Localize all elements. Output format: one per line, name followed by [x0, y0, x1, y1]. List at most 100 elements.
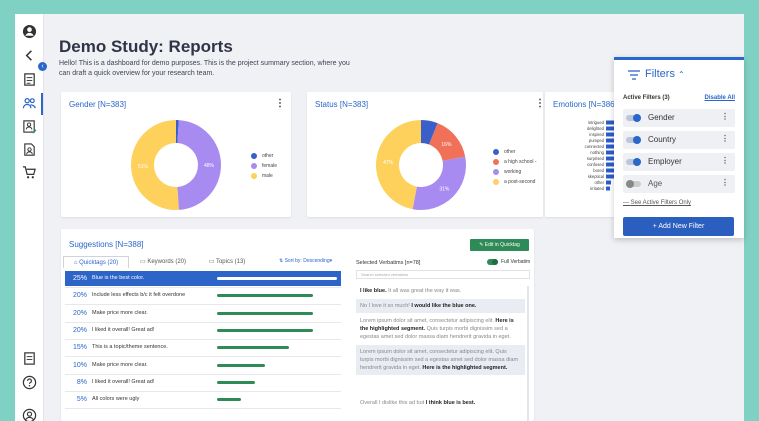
status-slice-working[interactable]	[412, 156, 466, 210]
verbatim-item[interactable]: I like blue. It all was great the way it…	[356, 284, 525, 298]
edit-in-quicktag-button[interactable]: ✎ Edit in Quicktag	[470, 239, 529, 251]
suggestion-percent: 20%	[72, 292, 87, 300]
legend-label: a post-second	[504, 179, 536, 185]
suggestion-bar	[217, 294, 313, 298]
add-new-filter-button[interactable]: + Add New Filter	[623, 217, 734, 236]
more-options-icon[interactable]: ⋮	[721, 178, 729, 187]
emotion-bar-confused[interactable]	[606, 162, 614, 167]
verbatim-search-input[interactable]: Search selected verbatims	[356, 270, 530, 279]
caret-down-icon: ▾	[329, 258, 333, 264]
row-divider	[65, 356, 341, 358]
emotion-bar-delighted[interactable]	[606, 126, 616, 131]
filter-toggle[interactable]	[626, 114, 641, 122]
more-options-icon[interactable]: ⋮	[535, 98, 543, 109]
status-legend-item[interactable]: working	[493, 167, 537, 177]
suggestion-row[interactable]: 25% Blue is the best color.	[65, 271, 341, 286]
suggestion-row[interactable]: 20% Make price more clear.	[65, 306, 341, 321]
emotion-bar-pumped[interactable]	[606, 138, 615, 143]
emotion-bar-other[interactable]	[606, 180, 611, 185]
full-verbatim-toggle[interactable]	[487, 259, 498, 265]
people-icon[interactable]	[22, 96, 37, 111]
legend-label: a high school -	[504, 159, 537, 165]
sort-dropdown[interactable]: ⇅ Sort by: Descending▾	[279, 258, 332, 264]
gender-legend-item[interactable]: other	[251, 151, 277, 161]
legend-label: working	[504, 169, 522, 175]
status-legend-item[interactable]: a high school -	[493, 157, 537, 167]
status-legend-item[interactable]: other	[493, 147, 537, 157]
filter-toggle[interactable]	[626, 158, 641, 166]
help-icon[interactable]	[22, 375, 37, 390]
user-avatar-icon[interactable]	[22, 24, 37, 39]
gender-card-title: Gender [N=383]	[69, 100, 127, 109]
filter-toggle[interactable]	[626, 136, 641, 144]
filter-row-gender[interactable]: Gender ⋮	[623, 109, 735, 127]
verbatim-item[interactable]: No I love it so much! I would like the b…	[356, 299, 525, 313]
filter-row-employer[interactable]: Employer ⋮	[623, 153, 735, 171]
suggestion-row[interactable]: 5% All colors were ugly	[65, 392, 341, 407]
gender-donut-chart: 48% 51%	[130, 120, 221, 210]
sidebar	[15, 14, 44, 421]
more-options-icon[interactable]: ⋮	[275, 98, 285, 109]
filter-row-age[interactable]: Age ⋮	[623, 175, 735, 193]
more-options-icon[interactable]: ⋮	[721, 112, 729, 121]
disable-all-link[interactable]: Disable All	[704, 95, 735, 101]
cart-icon[interactable]	[22, 165, 37, 180]
legend-swatch	[251, 173, 257, 179]
gender-slice-other[interactable]	[176, 120, 179, 144]
suggestion-percent: 20%	[72, 309, 87, 317]
verbatim-item[interactable]: Lorem ipsum dolor sit amet, consectetur …	[356, 345, 525, 375]
emotion-bar-connected[interactable]	[606, 144, 615, 149]
suggestion-text: This is a topic/theme sentence.	[92, 344, 168, 351]
status-slice-a-high-school-[interactable]	[429, 123, 466, 161]
suggestion-row[interactable]: 10% Make price more clear.	[65, 358, 341, 373]
chevron-left-icon[interactable]	[22, 48, 37, 63]
verbatim-item[interactable]: Overall I dislike this ad but I think bl…	[356, 396, 525, 410]
more-options-icon[interactable]: ⋮	[721, 156, 729, 165]
user-check-icon[interactable]	[22, 119, 37, 134]
status-slice-other[interactable]	[421, 120, 438, 145]
suggestion-row[interactable]: 8% I liked it overall! Great ad!	[65, 375, 341, 390]
emotion-bar-intrigued[interactable]	[606, 120, 616, 125]
page-description[interactable]: Hello! This is a dashboard for demo purp…	[59, 60, 350, 77]
document-user-icon[interactable]	[22, 142, 37, 157]
emotion-bar-nothing[interactable]	[606, 150, 614, 155]
account-icon[interactable]	[22, 408, 37, 421]
status-donut-chart: 16% 31% 47%	[376, 120, 466, 210]
gender-slice-female[interactable]	[177, 120, 221, 210]
status-slice-a-post-second[interactable]	[376, 120, 421, 210]
emotion-bar-irritated[interactable]	[606, 186, 610, 191]
gender-legend-item[interactable]: female	[251, 161, 277, 171]
suggestion-row[interactable]: 15% This is a topic/theme sentence.	[65, 340, 341, 355]
suggestion-percent: 15%	[72, 344, 87, 352]
notes-icon[interactable]	[22, 351, 37, 366]
verbatim-text: Overall I dislike this ad but	[360, 400, 426, 406]
emotions-card-title: Emotions [N=386]	[553, 100, 617, 109]
emotion-bar-skeptical[interactable]	[606, 174, 614, 179]
tab-topics[interactable]: ▭ Topics (13)	[197, 256, 257, 268]
status-legend-item[interactable]: a post-second	[493, 177, 537, 187]
gender-legend-item[interactable]: male	[251, 171, 277, 181]
emotion-label: nothing	[590, 150, 604, 155]
filters-header[interactable]: Filters ⌃	[645, 68, 685, 80]
filter-toggle[interactable]	[626, 180, 641, 188]
emotion-bar-inspired[interactable]	[606, 132, 615, 137]
topic-icon: ▭	[208, 259, 216, 265]
suggestion-percent: 10%	[72, 361, 87, 369]
more-options-icon[interactable]: ⋮	[721, 134, 729, 143]
suggestion-row[interactable]: 20% Include less effects b/c it felt over…	[65, 288, 341, 303]
tab-keywords[interactable]: ▭ Keywords (20)	[133, 256, 193, 268]
row-divider	[65, 390, 341, 392]
emotion-label: other	[594, 180, 604, 185]
filter-label: Gender	[648, 113, 675, 122]
gender-slice-male[interactable]	[130, 120, 179, 210]
collapse-sidebar-icon[interactable]: ‹	[38, 62, 47, 71]
reports-icon[interactable]	[22, 72, 37, 87]
tab-quicktags[interactable]: ⌂ Quicktags (20)	[63, 256, 129, 268]
filter-row-country[interactable]: Country ⋮	[623, 131, 735, 149]
emotion-bar-surprised[interactable]	[606, 156, 614, 161]
emotion-bar-bored[interactable]	[606, 168, 614, 173]
suggestion-row[interactable]: 20% I liked it overall! Great ad!	[65, 323, 341, 338]
verbatims-scrollbar[interactable]	[527, 286, 529, 421]
verbatim-item[interactable]: Lorem ipsum dolor sit amet, consectetur …	[356, 314, 525, 344]
see-active-filters-link[interactable]: — See Active Filters Only	[623, 200, 691, 206]
